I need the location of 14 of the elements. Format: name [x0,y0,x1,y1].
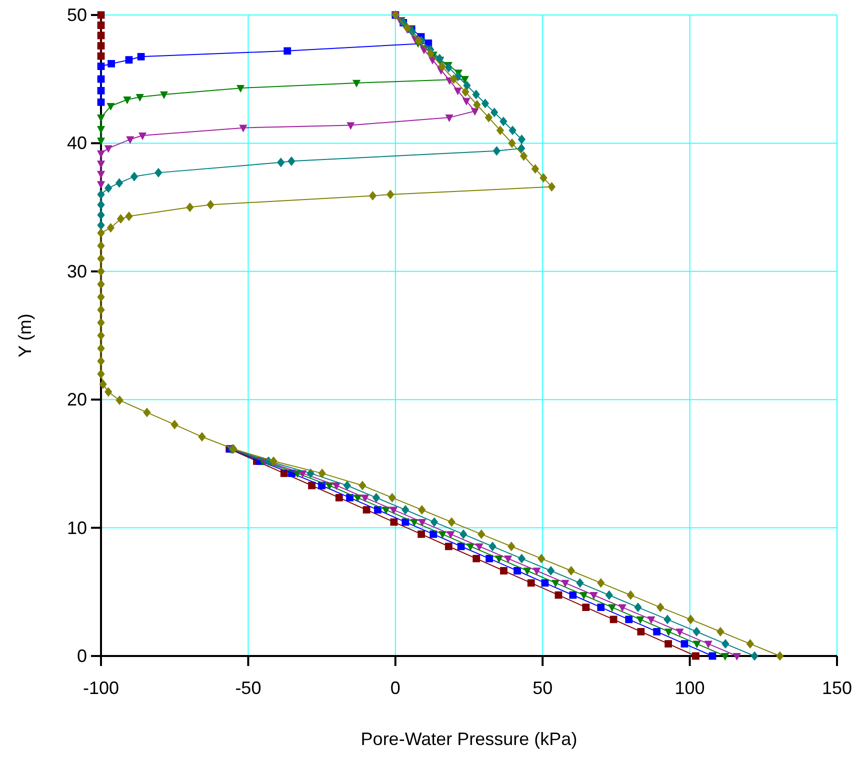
x-tick-label: -100 [82,678,120,698]
y-tick-label: 20 [66,390,87,410]
y-tick-label: 40 [66,133,87,154]
x-tick-label: 100 [674,678,705,698]
y-axis-title: Y (m) [15,314,35,358]
x-tick-label: 50 [532,678,553,698]
x-tick-label: -50 [235,678,262,698]
y-tick-label: 50 [66,5,87,25]
y-tick-label: 10 [66,518,87,538]
y-tick-label: 30 [66,261,87,282]
x-tick-label: 0 [390,678,400,698]
x-axis-title: Pore-Water Pressure (kPa) [360,729,578,749]
y-tick-label: 0 [76,646,87,666]
x-tick-label: 150 [822,678,852,698]
